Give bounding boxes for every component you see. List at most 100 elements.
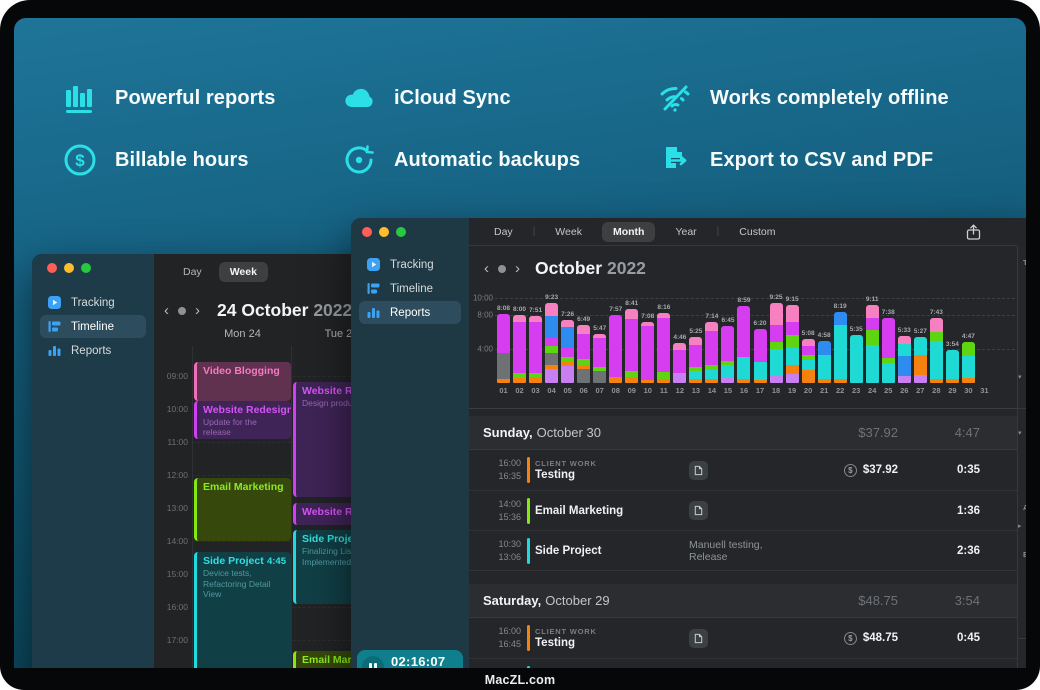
bar-segment-orange [529, 377, 543, 383]
chart-bar[interactable]: 5:25 [689, 328, 702, 383]
chart-bar[interactable]: 7:51 [529, 307, 542, 383]
chart-xtick: 17 [755, 386, 765, 395]
note-icon[interactable] [689, 460, 708, 480]
chart-bar[interactable]: 3:54 [945, 341, 959, 383]
chart-bar[interactable]: 6:45 [721, 317, 734, 383]
chart-bar[interactable]: 7:43 [929, 309, 943, 383]
note-icon[interactable] [689, 628, 708, 648]
chevron-right-icon[interactable]: ▸ [1018, 523, 1022, 530]
bar-segment-orange [801, 370, 815, 383]
chart-bar[interactable]: 5:27 [913, 328, 927, 383]
chart-bar[interactable]: 5:08 [801, 330, 815, 383]
feature-label: Billable hours [115, 148, 249, 171]
bar-segment-orange [497, 378, 510, 383]
reports-icon [366, 305, 381, 320]
minimize-button[interactable] [64, 263, 74, 273]
bar-segment-pink [865, 304, 879, 318]
bar-segment-pink [657, 312, 671, 318]
tab-year[interactable]: Year [675, 225, 697, 238]
chart-bar[interactable]: 6:49 [577, 316, 590, 383]
bar-segment-magenta [529, 322, 543, 374]
chart-bar[interactable]: 4:47 [961, 333, 975, 383]
chart-bar[interactable]: 4:46 [673, 334, 686, 383]
chevron-down-icon[interactable]: ▾ [1018, 430, 1022, 437]
chart-bar[interactable]: 5:33 [897, 327, 911, 383]
chart-bar[interactable]: 7:14 [705, 313, 718, 383]
tab-week[interactable]: Week [555, 225, 582, 238]
bar-segment-green [625, 371, 639, 378]
bar-segment-green [705, 365, 719, 371]
chart-bar[interactable]: 9:25 [769, 294, 783, 383]
zoom-button[interactable] [396, 227, 406, 237]
calendar-event[interactable]: Website Redesign Update for the release [194, 400, 291, 440]
chart-bar[interactable]: 8:41 [625, 300, 638, 383]
share-icon[interactable] [966, 224, 981, 240]
chart-bar[interactable]: 9:15 [785, 296, 799, 383]
chart-bar[interactable]: 4:58 [817, 332, 831, 383]
pause-icon[interactable] [362, 656, 384, 668]
chart-bar[interactable]: 8:00 [513, 306, 526, 383]
chart-bar[interactable]: 9:11 [865, 296, 879, 383]
bar-segment-green [929, 331, 943, 342]
running-timer[interactable]: 02:16:07 Side Project [357, 650, 463, 668]
today-dot[interactable] [178, 306, 186, 315]
chart-bar[interactable]: 5:47 [593, 325, 606, 383]
next-arrow[interactable]: › [515, 260, 520, 277]
chart-xtick: 07 [595, 386, 604, 395]
calendar-event[interactable]: Side Project 4:45 Device tests, Refactorin… [194, 552, 291, 668]
chart-bar[interactable]: 8:16 [657, 304, 670, 383]
sidebar-item-reports[interactable]: Reports [40, 339, 146, 362]
sidebar-item-reports[interactable]: Reports [359, 301, 461, 324]
chart-bar[interactable]: 9:23 [545, 294, 558, 383]
chart-bar[interactable]: 8:08 [497, 305, 510, 383]
today-dot[interactable] [498, 264, 506, 273]
chart-bar[interactable]: 7:08 [641, 313, 654, 383]
chart-xtick: 25 [884, 386, 893, 395]
sidebar-item-tracking[interactable]: Tracking [40, 291, 146, 314]
bar-total-label: 6:20 [753, 320, 767, 328]
export-icon [657, 142, 693, 178]
feature-item: $ Billable hours [62, 141, 249, 179]
chart-bar[interactable]: 8:59 [737, 297, 750, 383]
close-button[interactable] [362, 227, 372, 237]
sidebar-item-label: Tracking [71, 296, 115, 309]
prev-arrow[interactable]: ‹ [484, 260, 489, 277]
bar-segment-magenta [881, 318, 895, 359]
bar-segment-orange [753, 379, 767, 383]
bar-segment-cyan [945, 349, 959, 379]
sidebar-item-timeline[interactable]: Timeline [40, 315, 146, 338]
prev-arrow[interactable]: ‹ [164, 302, 169, 319]
sidebar-item-tracking[interactable]: Tracking [359, 253, 461, 276]
time-entry-row[interactable]: 16:00 16:35 CLIENT WORK Testing $ $37.92 0:35 [469, 450, 1017, 490]
zoom-button[interactable] [81, 263, 91, 273]
date-title: 24 October 2022 [217, 300, 353, 320]
chart-bar[interactable]: 7:26 [561, 311, 574, 383]
time-entry-row[interactable]: 14:00 15:36 Email Marketing 1:36 [469, 490, 1017, 530]
calendar-event[interactable]: Email Marketing [194, 477, 291, 541]
chevron-down-icon[interactable]: ▾ [1018, 374, 1022, 381]
chart-bar[interactable]: 8:19 [833, 303, 847, 383]
calendar-event[interactable]: Video Blogging [194, 362, 291, 401]
time-entry-row[interactable]: 16:00 16:45 CLIENT WORK Testing $ $48.75 0:45 [469, 618, 1017, 658]
sidebar-item-timeline[interactable]: Timeline [359, 277, 461, 300]
close-button[interactable] [47, 263, 57, 273]
bar-segment-cyan [785, 348, 799, 366]
time-entry-row[interactable]: 10:30 13:06 Side Project Manuell testing, R… [469, 530, 1017, 570]
chart-bar[interactable]: 7:57 [609, 306, 622, 383]
tab-custom[interactable]: Custom [739, 225, 776, 238]
bar-segment-cyan [721, 365, 735, 378]
bar-segment-gray [545, 353, 559, 366]
tab-day[interactable]: Day [494, 225, 513, 238]
bar-segment-gray [593, 371, 607, 383]
minimize-button[interactable] [379, 227, 389, 237]
chart-bar[interactable]: 7:38 [881, 309, 895, 383]
chart-bar[interactable]: 6:20 [753, 320, 767, 383]
bar-total-label: 6:49 [577, 316, 591, 324]
next-arrow[interactable]: › [195, 302, 200, 319]
tab-week[interactable]: Week [218, 262, 268, 282]
tab-month[interactable]: Month [601, 221, 656, 242]
chart-bar[interactable]: 5:35 [849, 326, 863, 383]
note-icon[interactable] [689, 501, 708, 520]
tab-day[interactable]: Day [183, 266, 202, 278]
